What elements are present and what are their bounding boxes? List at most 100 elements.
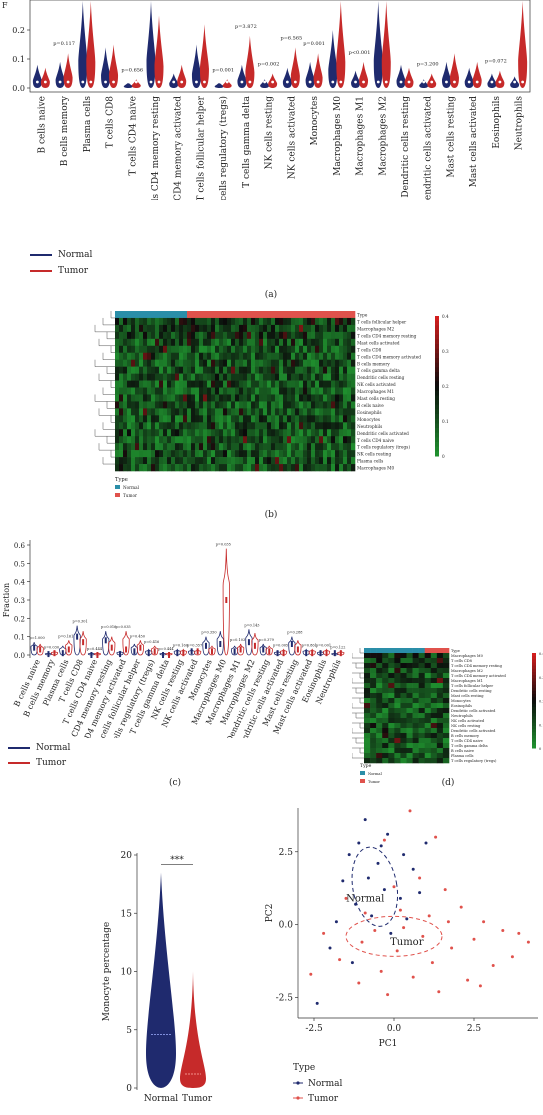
panel-c-box-normal bbox=[305, 650, 308, 657]
heatmap-cell bbox=[171, 324, 176, 333]
heatmap-cell bbox=[139, 450, 144, 458]
heatmap-cell bbox=[159, 345, 164, 354]
heatmap-cell bbox=[191, 436, 196, 444]
heatmap-cell bbox=[215, 457, 220, 465]
heatmap-cell bbox=[167, 345, 172, 354]
heatmap-cell bbox=[179, 366, 184, 374]
heatmap-cell bbox=[179, 338, 184, 347]
heatmap-cell bbox=[151, 373, 156, 381]
heatmap-cell bbox=[406, 703, 413, 709]
panel-c-box-tumor bbox=[282, 650, 285, 657]
heatmap-cell bbox=[243, 311, 248, 319]
heatmap-cell bbox=[263, 366, 268, 374]
heatmap-cell bbox=[382, 743, 389, 749]
heatmap-row-label: NK cells resting bbox=[451, 724, 481, 728]
heatmap-cell bbox=[436, 653, 444, 659]
heatmap-cell bbox=[370, 693, 377, 699]
heatmap-cell bbox=[207, 380, 212, 388]
heatmap-cell bbox=[291, 366, 296, 374]
color-scale-label: 0.2 bbox=[539, 700, 543, 704]
heatmap-cell bbox=[323, 457, 328, 465]
panel-c-pvalue: p=0.103 bbox=[230, 638, 245, 642]
heatmap-cell bbox=[283, 366, 288, 374]
heatmap-cell bbox=[151, 450, 156, 458]
heatmap-cell bbox=[239, 317, 244, 326]
heatmap-cell bbox=[339, 352, 344, 360]
heatmap-cell bbox=[159, 380, 164, 388]
heatmap-cell bbox=[199, 331, 204, 340]
heatmap-cell bbox=[227, 422, 232, 430]
heatmap-cell bbox=[295, 443, 300, 451]
heatmap-cell bbox=[251, 366, 256, 374]
pca-point-tumor bbox=[459, 905, 463, 909]
heatmap-cell bbox=[147, 387, 152, 395]
heatmap-cell bbox=[315, 317, 320, 326]
heatmap-cell bbox=[279, 457, 284, 465]
heatmap-cell bbox=[159, 422, 164, 430]
heatmap-cell bbox=[323, 324, 328, 333]
heatmap-cell bbox=[430, 748, 438, 754]
panel-c-box-tumor bbox=[225, 597, 228, 603]
heatmap-cell bbox=[263, 408, 268, 416]
heatmap-cell bbox=[139, 429, 144, 437]
heatmap-cell bbox=[291, 436, 296, 444]
heatmap-cell bbox=[247, 450, 252, 458]
color-scale-segment bbox=[435, 432, 439, 438]
heatmap-cell bbox=[251, 373, 256, 381]
heatmap-cell bbox=[275, 422, 280, 430]
heatmap-cell bbox=[223, 352, 228, 360]
heatmap-cell bbox=[442, 668, 450, 674]
panel-a-median-normal bbox=[354, 80, 357, 84]
heatmap-cell bbox=[263, 415, 268, 423]
pca-point-normal bbox=[363, 818, 367, 822]
heatmap-cell bbox=[139, 401, 144, 409]
heatmap-cell bbox=[283, 387, 288, 395]
heatmap-cell bbox=[127, 401, 132, 409]
panel-c-box-tumor bbox=[96, 652, 99, 658]
heatmap-cell bbox=[199, 415, 204, 423]
heatmap-cell bbox=[231, 317, 236, 326]
panel-c-box-normal bbox=[47, 651, 50, 658]
heatmap-cell bbox=[394, 723, 401, 729]
heatmap-cell bbox=[187, 338, 192, 347]
heatmap-cell bbox=[376, 728, 383, 734]
pca-point-tumor bbox=[526, 940, 530, 944]
heatmap-cell bbox=[303, 331, 308, 340]
heatmap-cell bbox=[347, 422, 352, 430]
heatmap-cell bbox=[123, 345, 128, 354]
heatmap-cell bbox=[171, 422, 176, 430]
heatmap-row-label: Monocytes bbox=[451, 699, 471, 703]
heatmap-cell bbox=[171, 317, 176, 326]
heatmap-cell bbox=[424, 693, 432, 699]
panel-a-median-tumor bbox=[180, 80, 184, 84]
heatmap-cell bbox=[295, 311, 300, 319]
panel-a-violin-tumor bbox=[290, 47, 300, 88]
heatmap-cell bbox=[299, 408, 304, 416]
heatmap-row-label: Type bbox=[357, 313, 368, 318]
heatmap-cell bbox=[291, 345, 296, 354]
heatmap-cell bbox=[207, 408, 212, 416]
panel-a-violin-normal bbox=[214, 82, 224, 88]
heatmap-cell bbox=[418, 753, 426, 759]
heatmap-cell bbox=[251, 338, 256, 347]
heatmap-cell bbox=[339, 317, 344, 326]
heatmap-cell bbox=[211, 457, 216, 465]
heatmap-cell bbox=[223, 408, 228, 416]
heatmap-cell bbox=[406, 668, 413, 674]
heatmap-cell bbox=[243, 352, 248, 360]
heatmap-cell bbox=[430, 728, 438, 734]
panel-a-violin-normal bbox=[282, 67, 292, 88]
heatmap-cell bbox=[155, 457, 160, 465]
heatmap-cell bbox=[271, 408, 276, 416]
panel-a: 0.0 0.1 0.2 F B cells naive B cells memory p=0… bbox=[0, 0, 543, 300]
heatmap-cell bbox=[163, 436, 168, 444]
heatmap-cell bbox=[323, 422, 328, 430]
heatmap-cell bbox=[370, 683, 377, 689]
heatmap-cell bbox=[167, 311, 172, 319]
pca-point-tumor bbox=[434, 835, 438, 839]
heatmap-cell bbox=[370, 658, 377, 664]
heatmap-cell bbox=[179, 457, 184, 465]
heatmap-cell bbox=[327, 401, 332, 409]
heatmap-cell bbox=[187, 401, 192, 409]
heatmap-cell bbox=[159, 366, 164, 374]
